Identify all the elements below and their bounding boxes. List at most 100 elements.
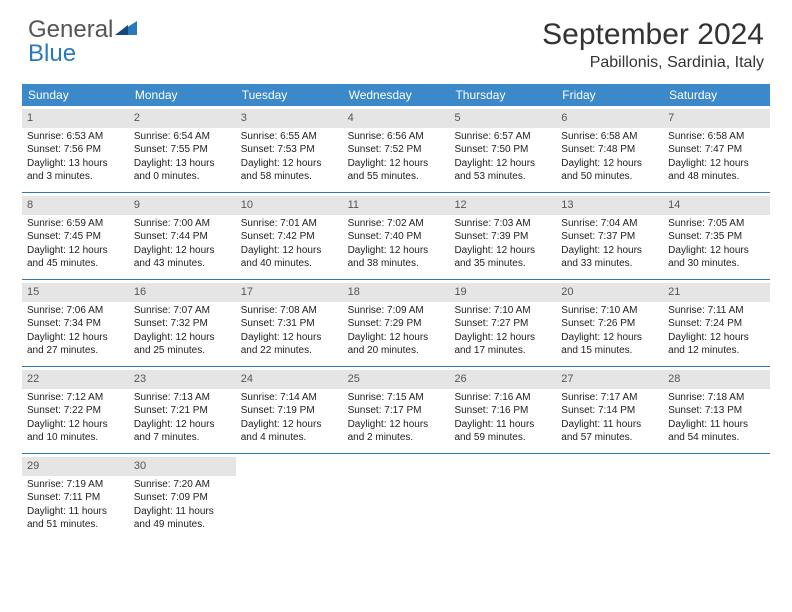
daylight-text: Daylight: 12 hours and 20 minutes.	[348, 331, 445, 358]
sunrise-text: Sunrise: 6:59 AM	[27, 217, 124, 231]
day-cell: 4Sunrise: 6:56 AMSunset: 7:52 PMDaylight…	[343, 106, 450, 192]
day-number: 26	[449, 370, 556, 389]
week-row: 29Sunrise: 7:19 AMSunset: 7:11 PMDayligh…	[22, 454, 770, 540]
sunset-text: Sunset: 7:24 PM	[668, 317, 765, 331]
day-cell: 1Sunrise: 6:53 AMSunset: 7:56 PMDaylight…	[22, 106, 129, 192]
weekday-label: Thursday	[449, 84, 556, 106]
day-number: 30	[129, 457, 236, 476]
sunrise-text: Sunrise: 7:19 AM	[27, 478, 124, 492]
day-number: 13	[556, 196, 663, 215]
day-cell: 26Sunrise: 7:16 AMSunset: 7:16 PMDayligh…	[449, 367, 556, 453]
day-cell: 22Sunrise: 7:12 AMSunset: 7:22 PMDayligh…	[22, 367, 129, 453]
sunrise-text: Sunrise: 7:14 AM	[241, 391, 338, 405]
daylight-text: Daylight: 12 hours and 7 minutes.	[134, 418, 231, 445]
sunrise-text: Sunrise: 7:08 AM	[241, 304, 338, 318]
sunset-text: Sunset: 7:29 PM	[348, 317, 445, 331]
day-cell: 17Sunrise: 7:08 AMSunset: 7:31 PMDayligh…	[236, 280, 343, 366]
weekday-label: Saturday	[663, 84, 770, 106]
day-cell: 12Sunrise: 7:03 AMSunset: 7:39 PMDayligh…	[449, 193, 556, 279]
sunrise-text: Sunrise: 6:58 AM	[668, 130, 765, 144]
day-cell: 15 Sunrise: 7:06 AMSunset: 7:34 PMDayligh…	[22, 280, 129, 366]
sunrise-text: Sunrise: 6:54 AM	[134, 130, 231, 144]
sunset-text: Sunset: 7:13 PM	[668, 404, 765, 418]
day-number: 10	[236, 196, 343, 215]
day-cell: 3Sunrise: 6:55 AMSunset: 7:53 PMDaylight…	[236, 106, 343, 192]
sunset-text: Sunset: 7:55 PM	[134, 143, 231, 157]
day-cell: 13 Sunrise: 7:04 AMSunset: 7:37 PMDayligh…	[556, 193, 663, 279]
day-cell: 6Sunrise: 6:58 AMSunset: 7:48 PMDaylight…	[556, 106, 663, 192]
daylight-text: Daylight: 12 hours and 15 minutes.	[561, 331, 658, 358]
day-cell: 27Sunrise: 7:17 AMSunset: 7:14 PMDayligh…	[556, 367, 663, 453]
sunset-text: Sunset: 7:50 PM	[454, 143, 551, 157]
day-cell: 29Sunrise: 7:19 AMSunset: 7:11 PMDayligh…	[22, 454, 129, 540]
brand-part2: Blue	[28, 40, 76, 67]
sunrise-text: Sunrise: 7:01 AM	[241, 217, 338, 231]
sunrise-text: Sunrise: 6:53 AM	[27, 130, 124, 144]
sunrise-text: Sunrise: 7:06 AM	[27, 304, 124, 318]
day-number: 17	[236, 283, 343, 302]
daylight-text: Daylight: 12 hours and 27 minutes.	[27, 331, 124, 358]
week-row: 8Sunrise: 6:59 AMSunset: 7:45 PMDaylight…	[22, 193, 770, 280]
daylight-text: Daylight: 12 hours and 53 minutes.	[454, 157, 551, 184]
daylight-text: Daylight: 11 hours and 49 minutes.	[134, 505, 231, 532]
daylight-text: Daylight: 11 hours and 59 minutes.	[454, 418, 551, 445]
sunrise-text: Sunrise: 7:05 AM	[668, 217, 765, 231]
day-number: 15	[22, 283, 129, 302]
sunrise-text: Sunrise: 7:13 AM	[134, 391, 231, 405]
sunrise-text: Sunrise: 7:10 AM	[561, 304, 658, 318]
sunset-text: Sunset: 7:17 PM	[348, 404, 445, 418]
day-cell: 23Sunrise: 7:13 AMSunset: 7:21 PMDayligh…	[129, 367, 236, 453]
sunset-text: Sunset: 7:39 PM	[454, 230, 551, 244]
day-cell: 20Sunrise: 7:10 AMSunset: 7:26 PMDayligh…	[556, 280, 663, 366]
sunset-text: Sunset: 7:37 PM	[561, 230, 658, 244]
weekday-header: Sunday Monday Tuesday Wednesday Thursday…	[22, 84, 770, 106]
day-cell	[343, 454, 450, 540]
day-cell: 9Sunrise: 7:00 AMSunset: 7:44 PMDaylight…	[129, 193, 236, 279]
daylight-text: Daylight: 12 hours and 48 minutes.	[668, 157, 765, 184]
daylight-text: Daylight: 11 hours and 57 minutes.	[561, 418, 658, 445]
sunrise-text: Sunrise: 7:15 AM	[348, 391, 445, 405]
day-cell: 7Sunrise: 6:58 AMSunset: 7:47 PMDaylight…	[663, 106, 770, 192]
sunset-text: Sunset: 7:34 PM	[27, 317, 124, 331]
day-number: 24	[236, 370, 343, 389]
daylight-text: Daylight: 12 hours and 50 minutes.	[561, 157, 658, 184]
weekday-label: Tuesday	[236, 84, 343, 106]
day-number: 22	[22, 370, 129, 389]
day-number: 18	[343, 283, 450, 302]
daylight-text: Daylight: 12 hours and 33 minutes.	[561, 244, 658, 271]
sunrise-text: Sunrise: 7:04 AM	[561, 217, 658, 231]
daylight-text: Daylight: 11 hours and 51 minutes.	[27, 505, 124, 532]
daylight-text: Daylight: 12 hours and 35 minutes.	[454, 244, 551, 271]
day-cell: 19Sunrise: 7:10 AMSunset: 7:27 PMDayligh…	[449, 280, 556, 366]
sunset-text: Sunset: 7:44 PM	[134, 230, 231, 244]
sunset-text: Sunset: 7:16 PM	[454, 404, 551, 418]
month-title: September 2024	[542, 18, 764, 52]
day-number: 1	[22, 109, 129, 128]
daylight-text: Daylight: 12 hours and 58 minutes.	[241, 157, 338, 184]
day-number: 14	[663, 196, 770, 215]
sunrise-text: Sunrise: 7:10 AM	[454, 304, 551, 318]
day-number: 20	[556, 283, 663, 302]
weekday-label: Monday	[129, 84, 236, 106]
week-row: 1Sunrise: 6:53 AMSunset: 7:56 PMDaylight…	[22, 106, 770, 193]
daylight-text: Daylight: 12 hours and 43 minutes.	[134, 244, 231, 271]
sunset-text: Sunset: 7:32 PM	[134, 317, 231, 331]
daylight-text: Daylight: 12 hours and 17 minutes.	[454, 331, 551, 358]
day-cell: 8Sunrise: 6:59 AMSunset: 7:45 PMDaylight…	[22, 193, 129, 279]
day-number: 8	[22, 196, 129, 215]
sunset-text: Sunset: 7:14 PM	[561, 404, 658, 418]
daylight-text: Daylight: 12 hours and 4 minutes.	[241, 418, 338, 445]
calendar: Sunday Monday Tuesday Wednesday Thursday…	[22, 84, 770, 540]
sunset-text: Sunset: 7:11 PM	[27, 491, 124, 505]
daylight-text: Daylight: 12 hours and 25 minutes.	[134, 331, 231, 358]
sunset-text: Sunset: 7:52 PM	[348, 143, 445, 157]
sunrise-text: Sunrise: 6:56 AM	[348, 130, 445, 144]
sunset-text: Sunset: 7:19 PM	[241, 404, 338, 418]
day-cell: 25Sunrise: 7:15 AMSunset: 7:17 PMDayligh…	[343, 367, 450, 453]
day-cell: 21Sunrise: 7:11 AMSunset: 7:24 PMDayligh…	[663, 280, 770, 366]
day-cell: 18Sunrise: 7:09 AMSunset: 7:29 PMDayligh…	[343, 280, 450, 366]
day-number: 27	[556, 370, 663, 389]
sunset-text: Sunset: 7:22 PM	[27, 404, 124, 418]
daylight-text: Daylight: 11 hours and 54 minutes.	[668, 418, 765, 445]
day-cell	[663, 454, 770, 540]
